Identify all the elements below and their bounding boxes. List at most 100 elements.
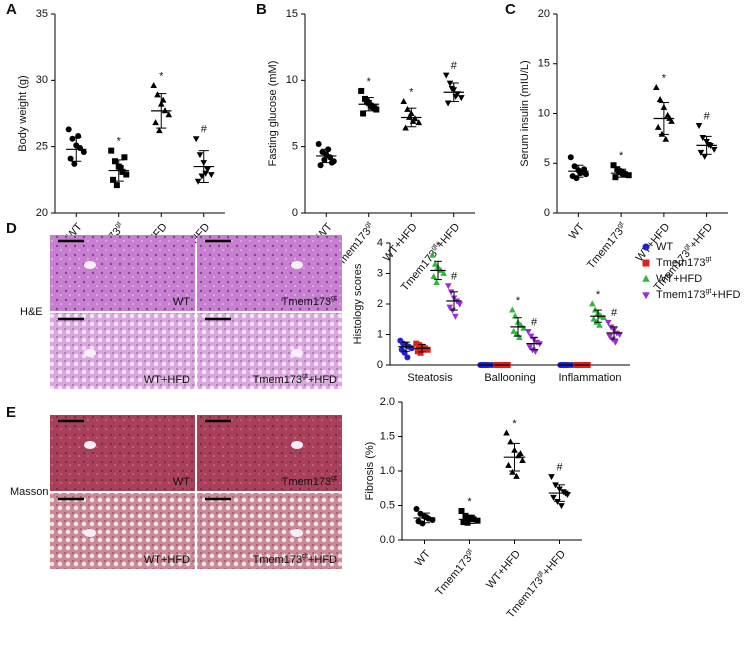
point [458,508,465,515]
legend-label: Tmem173gt [656,256,711,269]
point [117,164,124,171]
annotation: # [451,60,458,72]
point [710,146,718,153]
vessel [84,441,96,449]
y-tick-label: 3 [377,267,383,279]
point [165,111,173,118]
x-tick-label-text: Tmem173 [433,553,474,599]
annotation: * [409,86,414,98]
x-tick-label-sup: gt [683,243,692,252]
point [505,461,512,468]
stain-label: H&E [20,306,43,318]
x-tick-label: WT+HFD [484,548,523,591]
annotation: # [556,461,563,473]
y-tick-label: 1.0 [380,465,395,477]
y-tick-label: 15 [538,58,550,70]
x-tick-label: Steatosis [407,372,453,384]
point [525,329,532,336]
legend-label-text: Tmem173 [656,289,706,301]
y-tick-label: 1.5 [380,430,395,442]
x-tick-label-text: Tmem173 [585,226,626,272]
point [358,87,365,94]
vessel [291,441,303,449]
annotation: * [512,418,517,430]
x-tick-label-sup: gt [114,220,123,229]
point [119,168,126,175]
point [67,155,74,162]
point [474,517,481,524]
point [111,158,118,165]
point [509,468,516,475]
stain-label: Masson [10,486,49,498]
point [65,126,72,133]
annotation: # [531,316,538,328]
histology-image [197,313,342,389]
point [110,176,117,183]
point [208,172,215,179]
point [605,319,612,326]
legend-marker [642,243,650,251]
legend-label-sup: gt [706,256,712,263]
image-label: Tmem173gt+HFD [253,553,337,566]
x-tick-label-sup: gt [536,570,545,579]
y-tick-label: 2 [377,298,383,310]
x-tick-label-text: Tmem173 [505,575,546,621]
point [571,163,578,170]
point [204,166,211,173]
histology-image [50,235,195,311]
y-tick-label: 10 [286,74,298,86]
point [431,260,439,267]
point [596,321,603,328]
x-tick-label: Ballooning [484,372,535,384]
point [654,123,662,130]
point [417,349,424,356]
point [192,136,200,143]
histology-image [197,415,342,491]
point [558,503,565,510]
point [80,148,87,155]
y-tick-label: 5 [292,141,298,153]
point [108,147,115,154]
image-label: WT [173,476,190,488]
point [513,472,520,479]
image-label: Tmem173gt [282,475,337,488]
histology-image [50,493,195,569]
x-tick-label: WT [413,548,433,569]
point [433,279,440,286]
y-tick-label: 2.0 [380,396,395,408]
point [121,154,128,161]
point [600,314,607,321]
point [194,178,202,185]
point [113,182,120,189]
panel-label: B [256,1,267,18]
y-tick-label: 35 [36,8,48,20]
point [150,82,157,89]
panel-label: E [6,404,16,421]
point [458,95,465,102]
point [123,171,130,178]
y-tick-label: 0 [377,359,383,371]
point [456,301,463,308]
point [526,344,534,351]
point [550,494,557,501]
vessel [291,529,303,537]
y-axis-label: Body weight (g) [17,75,29,151]
annotation: * [619,150,624,162]
point [695,123,703,130]
legend-label-text: Tmem173 [656,257,706,269]
point [429,251,436,258]
x-tick-label-sup: gt [364,220,373,229]
image-label-text: Tmem173 [282,476,332,488]
point [527,333,535,340]
point [606,333,614,340]
point [468,515,475,522]
x-tick-label-sup: gt [464,547,473,556]
point [445,283,452,290]
y-tick-label: 0.5 [380,499,395,511]
point [697,149,705,156]
y-tick-label: 0 [292,207,298,219]
point [152,119,159,126]
point [404,354,411,361]
